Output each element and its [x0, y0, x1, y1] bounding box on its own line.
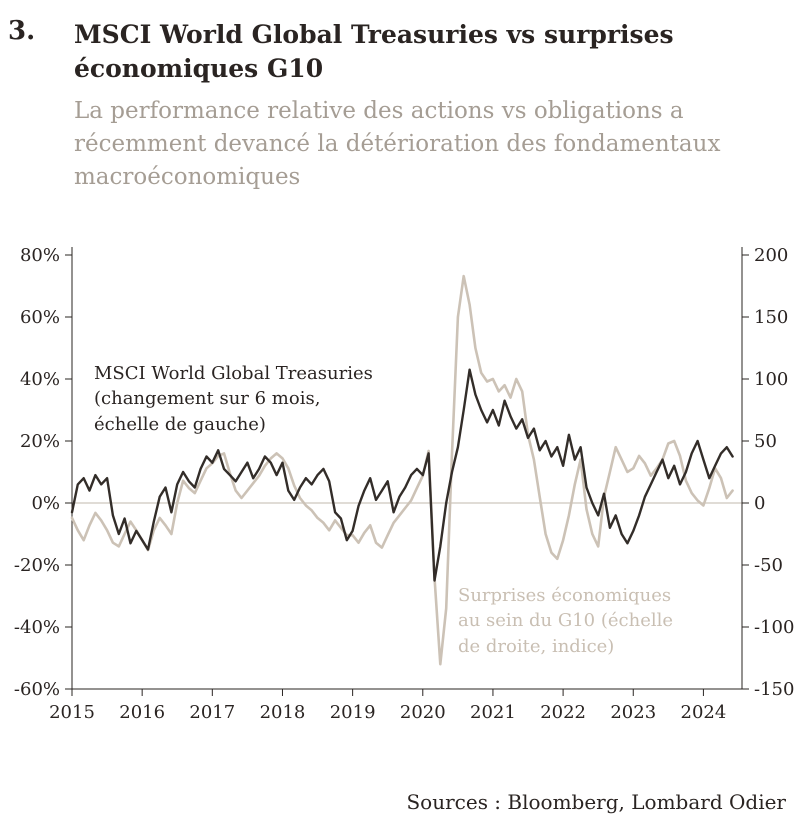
svg-text:2022: 2022	[540, 702, 586, 723]
svg-text:2017: 2017	[189, 702, 235, 723]
svg-text:20%: 20%	[20, 431, 60, 452]
svg-text:2016: 2016	[119, 702, 165, 723]
svg-text:2019: 2019	[330, 702, 376, 723]
svg-text:150: 150	[754, 307, 788, 328]
figure-title: MSCI World Global Treasuries vs surprise…	[74, 20, 674, 83]
svg-text:0: 0	[754, 493, 765, 514]
svg-text:-20%: -20%	[14, 555, 60, 576]
svg-text:2015: 2015	[49, 702, 95, 723]
title-block: MSCI World Global Treasuries vs surprise…	[74, 16, 790, 195]
sources: Sources : Bloomberg, Lombard Odier	[406, 790, 786, 814]
svg-text:2023: 2023	[610, 702, 656, 723]
svg-text:2024: 2024	[681, 702, 727, 723]
series-label-surprises: Surprises économiques au sein du G10 (éc…	[458, 584, 674, 657]
svg-text:80%: 80%	[20, 245, 60, 266]
svg-text:2018: 2018	[260, 702, 306, 723]
svg-text:200: 200	[754, 245, 788, 266]
figure-header: 3. MSCI World Global Treasuries vs surpr…	[0, 0, 800, 195]
svg-text:-50: -50	[754, 555, 783, 576]
svg-text:-150: -150	[754, 679, 794, 700]
svg-text:0%: 0%	[31, 493, 60, 514]
figure-number: 3.	[8, 16, 36, 46]
chart-area: 80% 60% 40% 20% 0% -20% -40% -60% 200 150 100 50 0 -5…	[0, 241, 800, 733]
svg-text:50: 50	[754, 431, 777, 452]
svg-text:60%: 60%	[20, 307, 60, 328]
svg-text:-60%: -60%	[14, 679, 60, 700]
series-label-msci: MSCI World Global Treasuries (changement…	[94, 362, 373, 435]
svg-text:2020: 2020	[400, 702, 446, 723]
svg-text:100: 100	[754, 369, 788, 390]
svg-text:40%: 40%	[20, 369, 60, 390]
figure-subtitle: La performance relative des actions vs o…	[74, 97, 721, 191]
svg-text:-40%: -40%	[14, 617, 60, 638]
chart-canvas: 80% 60% 40% 20% 0% -20% -40% -60% 200 150 100 50 0 -5…	[14, 245, 795, 723]
svg-text:2021: 2021	[470, 702, 516, 723]
svg-text:-100: -100	[754, 617, 794, 638]
